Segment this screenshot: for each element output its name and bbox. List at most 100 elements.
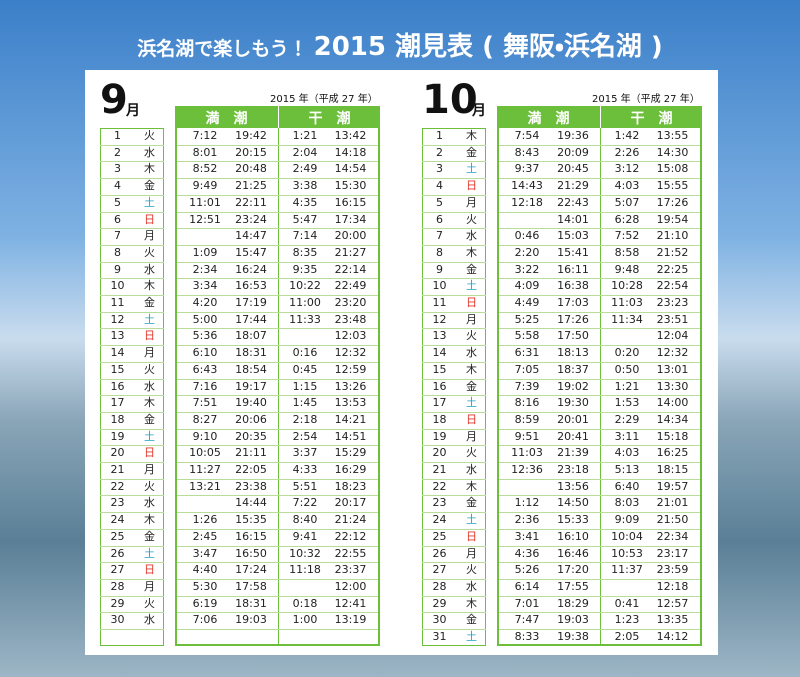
low-tide-2: 14:51 — [334, 429, 367, 443]
high-tide-2: 16:10 — [557, 529, 589, 543]
low-tide-1: 5:13 — [614, 463, 640, 476]
row-line — [499, 178, 700, 180]
row-line — [422, 578, 486, 580]
high-tide-2: 20:01 — [557, 412, 589, 426]
high-tide-2: 17:26 — [557, 312, 589, 326]
low-tide-2: 13:19 — [334, 613, 367, 627]
row-line — [422, 445, 486, 447]
high-tide-2: 19:38 — [557, 630, 589, 643]
day: 10 — [432, 279, 447, 293]
high-tide-1: 8:16 — [514, 396, 540, 410]
row-line — [100, 495, 164, 497]
high-tide-1: 3:47 — [192, 546, 218, 560]
low-tide-2: 22:34 — [656, 529, 689, 543]
low-tide-2: 15:30 — [334, 179, 367, 193]
month-unit: 月 — [472, 103, 486, 119]
day: 4 — [114, 179, 121, 193]
weekday: 月 — [466, 429, 477, 443]
day: 6 — [114, 212, 121, 226]
weekday: 土 — [466, 162, 477, 176]
low-tide-1: 11:33 — [289, 312, 321, 326]
weekday: 金 — [466, 613, 477, 627]
row-line — [177, 228, 378, 230]
high-tide-2: 17:55 — [557, 579, 589, 593]
row-line — [177, 428, 378, 430]
low-tide-2: 12:04 — [656, 329, 689, 343]
high-tide-1: 1:09 — [192, 245, 218, 259]
row-line — [100, 528, 164, 530]
high-tide-2: 20:06 — [235, 412, 267, 426]
day: 17 — [110, 396, 125, 410]
low-tide-2: 15:08 — [656, 162, 689, 176]
row-line — [177, 295, 378, 296]
low-tide-1: 5:47 — [292, 212, 318, 226]
day: 18 — [110, 412, 125, 426]
row-line — [177, 194, 378, 196]
low-tide-2: 18:23 — [334, 479, 367, 493]
low-tide-2: 18:15 — [656, 463, 689, 476]
low-tide-2: 17:26 — [656, 195, 689, 209]
day: 1 — [114, 129, 121, 142]
weekday: 日 — [144, 563, 155, 577]
high-tide-2: 23:38 — [235, 479, 267, 493]
day: 2 — [114, 145, 121, 159]
high-tide-2: 19:17 — [235, 379, 267, 393]
high-tide-2: 16:50 — [235, 546, 267, 560]
weekday: 木 — [466, 245, 477, 259]
high-tide-1: 3:22 — [514, 262, 540, 276]
weekday: 水 — [466, 579, 477, 593]
high-tide-2: 16:38 — [557, 279, 589, 293]
high-tide-2: 18:37 — [557, 362, 589, 376]
row-line — [177, 328, 378, 330]
day: 5 — [114, 195, 121, 209]
day: 27 — [432, 563, 447, 577]
high-tide-1: 5:58 — [514, 329, 540, 343]
row-line — [499, 278, 700, 280]
row-line — [499, 345, 700, 347]
high-tide-2: 21:11 — [235, 446, 267, 460]
weekday: 月 — [144, 346, 155, 360]
weekday: 金 — [466, 145, 477, 159]
high-tide-2: 21:25 — [235, 179, 267, 193]
day: 16 — [432, 379, 447, 393]
low-tide-2: 12:00 — [334, 579, 367, 593]
low-tide-1: 1:42 — [614, 129, 640, 142]
row-line — [100, 512, 164, 514]
high-tide-1: 6:14 — [514, 579, 540, 593]
high-tide-1: 9:10 — [192, 429, 218, 443]
weekday: 月 — [466, 312, 477, 326]
day: 25 — [110, 529, 125, 543]
row-line — [499, 261, 700, 263]
row-line — [499, 595, 700, 597]
row-line — [499, 528, 700, 530]
high-tide-1: 6:19 — [192, 596, 218, 610]
header-divider — [600, 106, 601, 128]
low-tide-2: 13:01 — [656, 362, 689, 376]
low-tide-1: 10:22 — [289, 279, 321, 293]
day: 26 — [110, 546, 125, 560]
low-tide-1: 2:29 — [614, 412, 640, 426]
low-tide-1: 9:35 — [292, 262, 318, 276]
row-line — [177, 378, 378, 380]
row-line — [499, 361, 700, 363]
low-tide-1: 1:21 — [292, 129, 318, 142]
low-tide-1: 11:34 — [611, 312, 643, 326]
row-line — [100, 378, 164, 380]
low-tide-2: 23:23 — [656, 296, 689, 309]
low-tide-2: 13:26 — [334, 379, 367, 393]
row-line — [177, 244, 378, 246]
row-line — [422, 512, 486, 514]
day-frame — [422, 128, 486, 646]
low-tide-2: 12:03 — [334, 329, 367, 343]
high-tide-1: 8:01 — [192, 145, 218, 159]
high-tide-1: 9:37 — [514, 162, 540, 176]
weekday: 日 — [466, 179, 477, 193]
row-line — [499, 311, 700, 313]
high-tide-1: 2:34 — [192, 262, 218, 276]
day: 17 — [432, 396, 447, 410]
weekday: 金 — [144, 179, 155, 193]
high-tide-1: 9:51 — [514, 429, 540, 443]
low-tide-2: 22:14 — [334, 262, 367, 276]
high-tide-1: 4:20 — [192, 296, 218, 309]
row-line — [499, 411, 700, 413]
